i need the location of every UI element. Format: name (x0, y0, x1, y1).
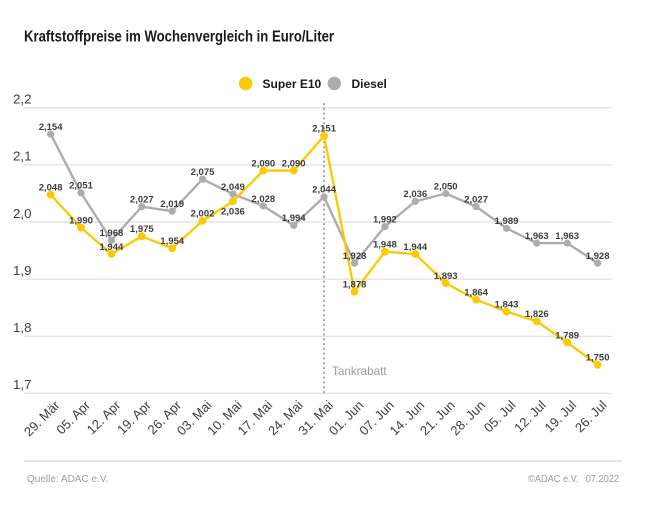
svg-text:2,027: 2,027 (464, 194, 488, 205)
svg-text:1,789: 1,789 (555, 330, 579, 341)
svg-text:2,2: 2,2 (13, 92, 32, 107)
svg-text:1,750: 1,750 (586, 353, 610, 364)
svg-text:©ADAC e.V. 07.2022: ©ADAC e.V. 07.2022 (528, 474, 619, 485)
svg-text:1,878: 1,878 (343, 280, 367, 291)
svg-text:2,028: 2,028 (251, 194, 275, 205)
svg-text:1,893: 1,893 (434, 271, 458, 282)
svg-text:2,019: 2,019 (160, 199, 184, 210)
svg-text:2,090: 2,090 (251, 158, 275, 169)
svg-text:1,963: 1,963 (525, 231, 549, 242)
svg-text:2,154: 2,154 (39, 122, 63, 133)
svg-text:1,948: 1,948 (373, 240, 397, 251)
svg-text:1,928: 1,928 (343, 251, 367, 262)
svg-text:1,963: 1,963 (555, 231, 579, 242)
svg-text:1,8: 1,8 (13, 320, 32, 335)
svg-text:2,036: 2,036 (403, 189, 427, 200)
svg-text:2,075: 2,075 (191, 167, 215, 178)
svg-text:Diesel: Diesel (352, 77, 387, 91)
svg-text:Quelle: ADAC e.V.: Quelle: ADAC e.V. (27, 474, 108, 485)
svg-text:2,027: 2,027 (130, 194, 154, 205)
svg-text:1,975: 1,975 (130, 224, 154, 235)
svg-text:2,050: 2,050 (434, 181, 458, 192)
svg-text:1,7: 1,7 (13, 377, 32, 392)
svg-text:2,036: 2,036 (221, 206, 245, 217)
svg-text:2,151: 2,151 (312, 124, 336, 135)
svg-text:1,9: 1,9 (13, 263, 32, 278)
svg-text:1,968: 1,968 (100, 228, 124, 239)
svg-text:1,990: 1,990 (69, 216, 93, 227)
svg-text:2,1: 2,1 (13, 149, 32, 164)
svg-text:2,051: 2,051 (69, 181, 93, 192)
svg-text:2,044: 2,044 (312, 185, 336, 196)
svg-text:2,090: 2,090 (282, 158, 306, 169)
svg-text:1,843: 1,843 (495, 299, 519, 310)
svg-text:2,0: 2,0 (13, 206, 32, 221)
svg-text:1,989: 1,989 (495, 216, 519, 227)
svg-text:1,992: 1,992 (373, 214, 397, 225)
svg-text:1,944: 1,944 (403, 242, 427, 253)
svg-text:Kraftstoffpreise im Wochenverg: Kraftstoffpreise im Wochenvergleich in E… (24, 29, 334, 46)
svg-text:2,049: 2,049 (221, 182, 245, 193)
svg-text:1,864: 1,864 (464, 288, 488, 299)
svg-text:2,002: 2,002 (191, 209, 215, 220)
svg-text:Tankrabatt: Tankrabatt (332, 365, 387, 378)
svg-text:1,928: 1,928 (586, 251, 610, 262)
svg-text:1,944: 1,944 (100, 242, 124, 253)
svg-text:1,826: 1,826 (525, 309, 549, 320)
svg-text:1,994: 1,994 (282, 213, 306, 224)
svg-text:1,954: 1,954 (160, 236, 184, 247)
svg-text:2,048: 2,048 (39, 182, 63, 193)
svg-text:Super E10: Super E10 (263, 77, 322, 91)
